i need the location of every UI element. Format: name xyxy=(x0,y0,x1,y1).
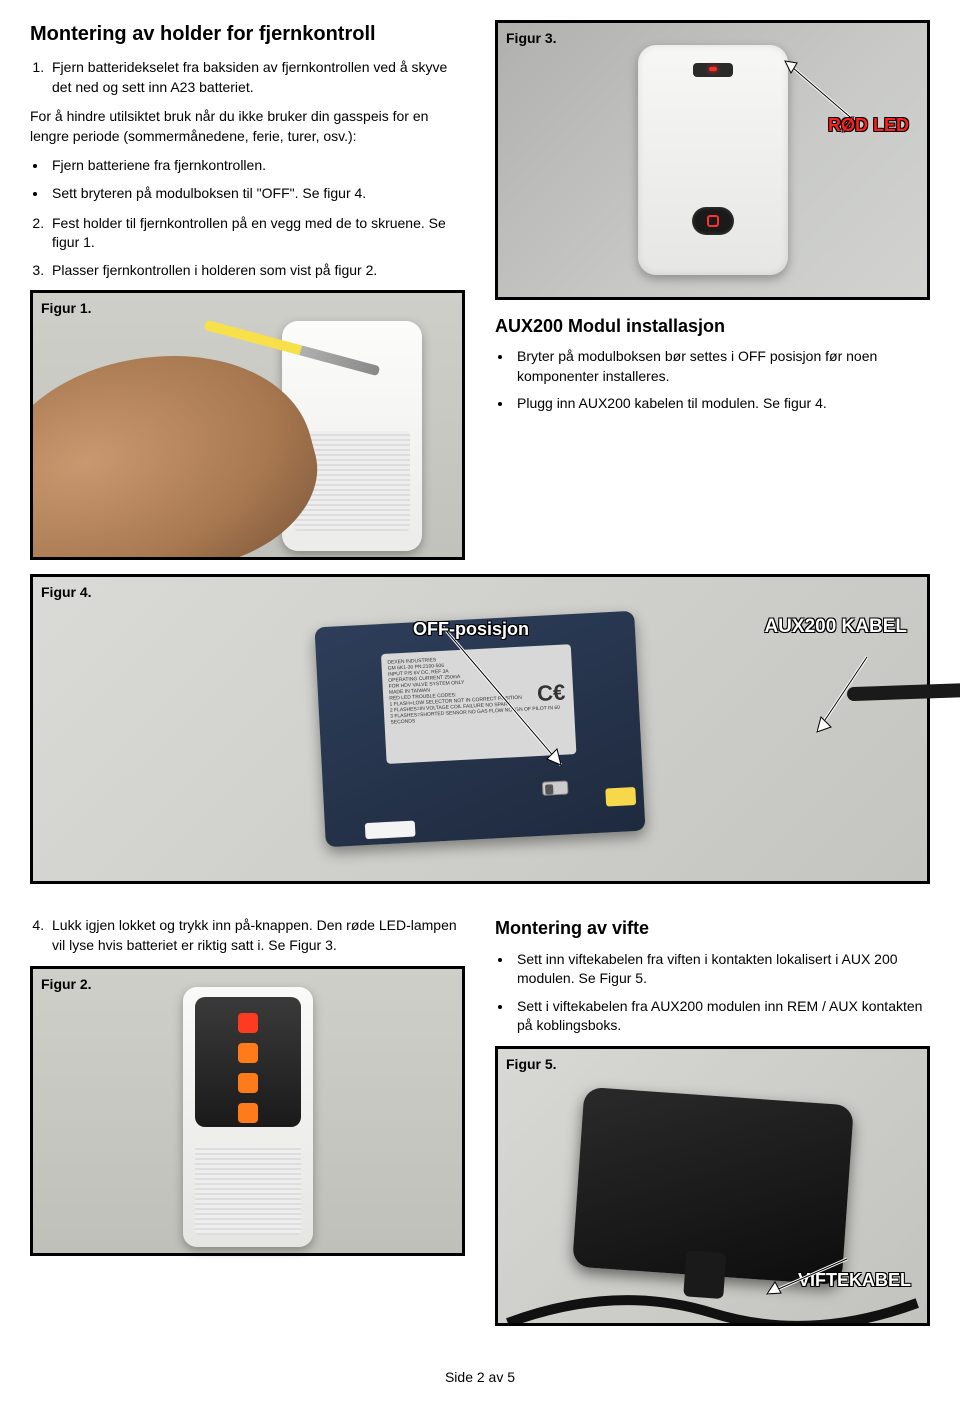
bottom-section: Lukk igjen lokket og trykk inn på-knappe… xyxy=(30,916,930,1340)
remote-button-orange xyxy=(238,1043,258,1063)
aux-bullet-1: Bryter på modulboksen bør settes i OFF p… xyxy=(513,347,930,386)
remote-body-illustration xyxy=(638,45,788,275)
figure-3: Figur 3. RØD LED xyxy=(495,20,930,300)
remote-button-red xyxy=(238,1013,258,1033)
holder-with-remote-illustration xyxy=(183,987,313,1247)
figure-5-label: Figur 5. xyxy=(506,1055,557,1075)
para-prevent: For å hindre utilsiktet bruk når du ikke… xyxy=(30,107,465,146)
overlay-aux200-kabel: AUX200 KABEL xyxy=(764,617,907,637)
figure-4: Figur 4. DEXEN INDUSTRIES GM 6K1-30 PN:2… xyxy=(30,574,930,884)
bottom-right-column: Montering av vifte Sett inn viftekabelen… xyxy=(495,916,930,1340)
holder-info-sticker-2 xyxy=(195,1145,301,1235)
heading-mounting-holder: Montering av holder for fjernkontroll xyxy=(30,20,465,48)
step-4: Lukk igjen lokket og trykk inn på-knappe… xyxy=(48,916,465,955)
figure-2: Figur 2. xyxy=(30,966,465,1256)
heading-aux200: AUX200 Modul installasjon xyxy=(495,314,930,339)
remote-button-orange-3 xyxy=(238,1103,258,1123)
vifte-bullet-1: Sett inn viftekabelen fra viften i konta… xyxy=(513,950,930,989)
top-section: Montering av holder for fjernkontroll Fj… xyxy=(30,20,930,574)
remote-red-led xyxy=(709,67,717,71)
vifte-bullet-2: Sett i viftekabelen fra AUX200 modulen i… xyxy=(513,997,930,1036)
steps-list-4: Lukk igjen lokket og trykk inn på-knappe… xyxy=(30,916,465,955)
overlay-rod-led: RØD LED xyxy=(828,113,909,138)
step-2: Fest holder til fjernkontrollen på en ve… xyxy=(48,214,465,253)
overlay-off-position: OFF-posisjon xyxy=(413,617,529,642)
bottom-left-column: Lukk igjen lokket og trykk inn på-knappe… xyxy=(30,916,465,1340)
remote-in-holder xyxy=(195,997,301,1127)
figure-1-label: Figur 1. xyxy=(41,299,92,319)
overlay-viftekabel: VIFTEKABEL xyxy=(798,1268,911,1293)
remote-button-orange-2 xyxy=(238,1073,258,1093)
step-1: Fjern batteridekselet fra baksiden av fj… xyxy=(48,58,465,97)
heading-vifte: Montering av vifte xyxy=(495,916,930,941)
ce-mark-icon: C€ xyxy=(536,680,565,708)
bullet-remove-batteries: Fjern batteriene fra fjernkontrollen. xyxy=(48,156,465,176)
aux-bullets: Bryter på modulboksen bør settes i OFF p… xyxy=(495,347,930,414)
bullet-switch-off: Sett bryteren på modulboksen til "OFF". … xyxy=(48,184,465,204)
module-off-switch xyxy=(542,781,569,796)
module-spec-label: DEXEN INDUSTRIES GM 6K1-30 PN:2100-506 I… xyxy=(381,644,576,764)
module-port-white xyxy=(365,821,416,840)
aux200-cable-illustration xyxy=(847,683,960,702)
top-right-column: Figur 3. RØD LED AUX200 Modul installasj… xyxy=(495,20,930,574)
power-icon xyxy=(707,215,719,227)
module-body-illustration: DEXEN INDUSTRIES GM 6K1-30 PN:2100-506 I… xyxy=(314,611,645,847)
step-3: Plasser fjernkontrollen i holderen som v… xyxy=(48,261,465,281)
figure-2-label: Figur 2. xyxy=(41,975,92,995)
top-left-column: Montering av holder for fjernkontroll Fj… xyxy=(30,20,465,574)
prevent-bullets: Fjern batteriene fra fjernkontrollen. Se… xyxy=(30,156,465,203)
module-port-yellow xyxy=(605,787,636,807)
fan-module-illustration xyxy=(572,1087,854,1285)
figure-4-label: Figur 4. xyxy=(41,583,92,603)
steps-list-23: Fest holder til fjernkontrollen på en ve… xyxy=(30,214,465,281)
figure-5: Figur 5. VIFTEKABEL xyxy=(495,1046,930,1326)
steps-list-top: Fjern batteridekselet fra baksiden av fj… xyxy=(30,58,465,97)
figure-1: Figur 1. xyxy=(30,290,465,560)
vifte-bullets: Sett inn viftekabelen fra viften i konta… xyxy=(495,950,930,1036)
remote-power-button xyxy=(692,207,734,235)
aux-bullet-2: Plugg inn AUX200 kabelen til modulen. Se… xyxy=(513,394,930,414)
figure-3-label: Figur 3. xyxy=(506,29,557,49)
